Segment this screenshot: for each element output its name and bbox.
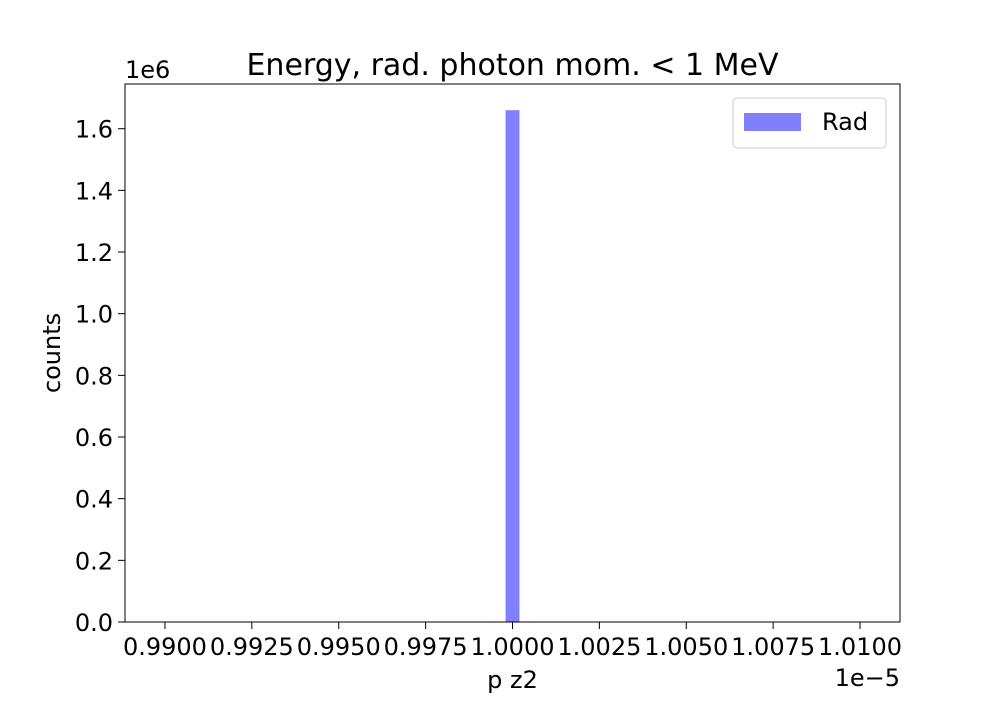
chart-title: Energy, rad. photon mom. < 1 MeV — [246, 48, 779, 83]
x-tick-label: 0.9950 — [297, 633, 381, 661]
x-axis-offset-label: 1e−5 — [835, 664, 900, 692]
legend-label: Rad — [822, 108, 868, 136]
x-tick-label: 0.9900 — [123, 633, 207, 661]
x-tick-label: 1.0100 — [818, 633, 902, 661]
bars-layer — [505, 110, 520, 623]
histogram-bar — [505, 110, 520, 623]
y-tick-label: 1.4 — [75, 177, 113, 205]
x-axis-ticks: 0.9900 0.9925 0.9950 0.9975 1.0000 1.0025 1.00… — [123, 622, 902, 661]
y-tick-label: 0.0 — [75, 609, 113, 637]
y-tick-label: 0.6 — [75, 424, 113, 452]
x-axis-label: p z2 — [487, 666, 538, 694]
y-axis-label: counts — [38, 313, 66, 393]
x-tick-label: 1.0000 — [471, 633, 555, 661]
x-tick-label: 1.0050 — [644, 633, 728, 661]
x-tick-label: 0.9975 — [384, 633, 468, 661]
y-tick-label: 1.0 — [75, 301, 113, 329]
legend-swatch — [744, 113, 801, 131]
x-tick-label: 0.9925 — [210, 633, 294, 661]
legend-box — [732, 97, 887, 149]
y-axis-ticks: 0.0 0.2 0.4 0.6 0.8 1.0 1.2 1.4 1.6 — [75, 116, 125, 637]
y-tick-label: 0.8 — [75, 362, 113, 390]
x-tick-label: 1.0075 — [731, 633, 815, 661]
y-axis-offset-label: 1e6 — [125, 56, 170, 84]
legend: Rad — [732, 97, 887, 149]
y-tick-label: 0.2 — [75, 547, 113, 575]
x-tick-label: 1.0025 — [557, 633, 641, 661]
y-tick-label: 1.6 — [75, 116, 113, 144]
y-tick-label: 0.4 — [75, 486, 113, 514]
y-tick-label: 1.2 — [75, 239, 113, 267]
